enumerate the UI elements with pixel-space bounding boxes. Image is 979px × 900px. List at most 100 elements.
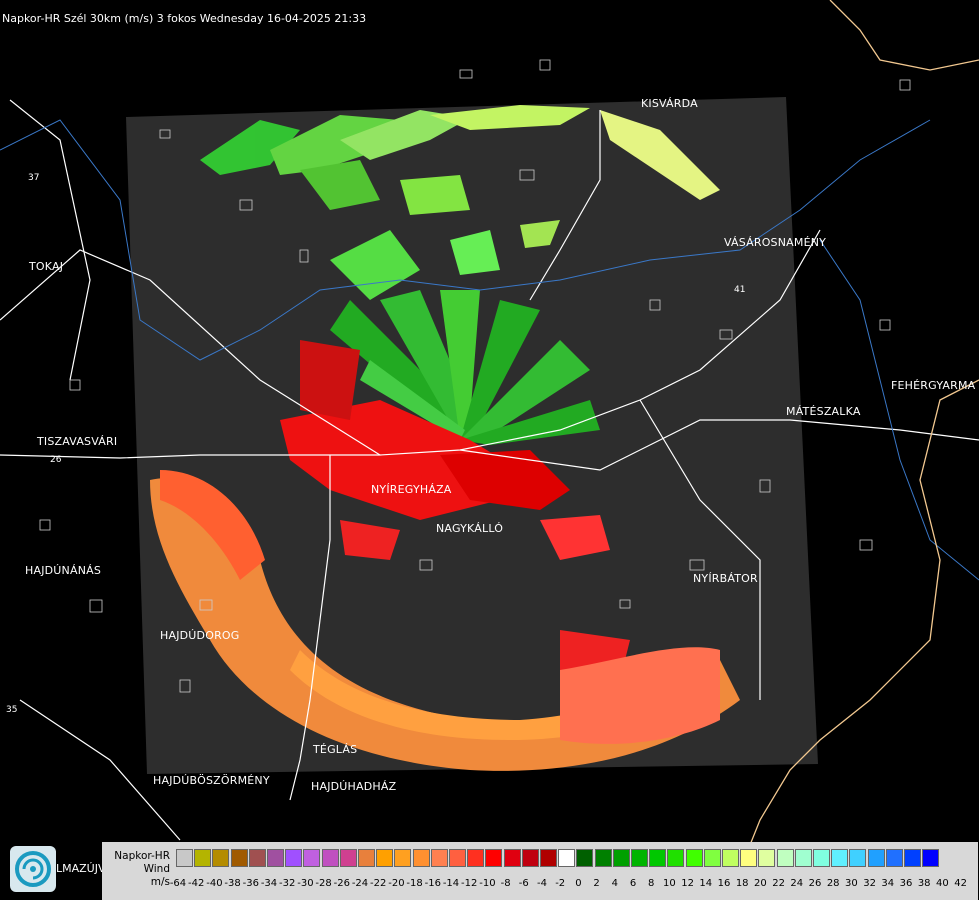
legend-swatch — [922, 849, 940, 867]
legend-tick-label: -24 — [351, 878, 369, 889]
legend-tick-label: -16 — [424, 878, 441, 889]
legend-tick-label: -32 — [279, 878, 296, 889]
settlement-outlines — [39, 59, 911, 693]
legend-swatch — [176, 849, 193, 867]
napkor-logo-icon — [10, 846, 56, 892]
city-label-hajdunanas: HAJDÚNÁNÁS — [25, 564, 102, 577]
legend-swatch — [212, 849, 230, 867]
river-lines — [0, 119, 979, 581]
road-label-37: 37 — [28, 173, 39, 183]
city-label-kisvarda: KISVÁRDA — [641, 97, 698, 110]
legend-swatch — [776, 849, 794, 867]
legend-tick-label: -26 — [333, 878, 350, 889]
legend-swatch — [540, 849, 557, 867]
legend-tick-label: 42 — [954, 878, 967, 889]
legend-tick-label: 38 — [917, 878, 931, 889]
legend-swatch — [321, 849, 339, 867]
legend-tick-label: -28 — [315, 878, 332, 889]
city-label-hajduboszormeny: HAJDÚBÖSZÖRMÉNY — [153, 774, 270, 787]
legend-tick-label: -8 — [500, 878, 511, 889]
legend-tick-label: 18 — [735, 878, 749, 889]
legend-swatch — [358, 849, 375, 867]
legend-tick-label: 14 — [699, 878, 713, 889]
legend-tick-label: 0 — [575, 878, 582, 889]
legend-swatch — [230, 849, 248, 867]
legend-swatch — [285, 849, 303, 867]
echo-south-arc — [150, 470, 740, 771]
legend-swatch — [667, 849, 685, 867]
legend-swatch — [503, 849, 521, 867]
city-label-teglas: TÉGLÁS — [313, 743, 358, 756]
road-label-41: 41 — [734, 285, 745, 295]
legend-swatch — [449, 849, 466, 867]
legend-tick-label: -14 — [442, 878, 460, 889]
legend-tick-label: 2 — [593, 878, 600, 889]
legend-swatch — [685, 849, 703, 867]
road-label-26: 26 — [50, 455, 62, 465]
city-label-tokaj: TOKAJ — [29, 260, 64, 273]
echo-center-green — [330, 230, 600, 445]
legend-swatch — [430, 849, 448, 867]
city-label-nyiregyhaza: NYÍREGYHÁZA — [371, 483, 452, 496]
legend-swatch — [794, 849, 812, 867]
legend-tick-label: 20 — [754, 878, 767, 889]
legend-tick-label: -42 — [188, 878, 205, 889]
legend-tick-label: -38 — [224, 878, 241, 889]
legend-tick-label: 6 — [629, 878, 637, 889]
legend-swatch — [339, 849, 357, 867]
legend-swatch — [558, 849, 576, 867]
legend-tick-label: 28 — [826, 878, 840, 889]
legend-tick-label: 10 — [663, 878, 676, 889]
legend-swatch — [194, 849, 212, 867]
legend-title-line2: Wind — [143, 863, 170, 875]
legend-tick-label: -18 — [406, 878, 423, 889]
legend-swatch — [758, 849, 776, 867]
legend-swatch — [831, 849, 849, 867]
legend-swatch — [867, 849, 885, 867]
city-label-hajduhadhaz: HAJDÚHADHÁZ — [311, 780, 397, 793]
map-title: Napkor-HR Szél 30km (m/s) 3 fokos Wednes… — [2, 12, 367, 25]
echo-north — [200, 105, 720, 248]
legend-tick-label: 26 — [808, 878, 822, 889]
legend-swatch — [849, 849, 867, 867]
legend-tick-label: -2 — [555, 878, 566, 889]
legend-swatch — [303, 849, 321, 867]
legend-tick-label: -20 — [388, 878, 405, 889]
legend-swatch — [248, 849, 266, 867]
legend-tick-label: -64 — [169, 878, 187, 889]
legend-tick-label: 4 — [611, 878, 618, 889]
legend-tick-label: 34 — [881, 878, 895, 889]
city-label-fehergyarmat: FEHÉRGYARMA — [891, 379, 976, 392]
legend-tick-label: 36 — [899, 878, 913, 889]
legend-tick-label: 16 — [717, 878, 731, 889]
city-label-tiszavasvari: TISZAVASVÁRI — [37, 435, 118, 448]
legend-swatch — [631, 849, 648, 867]
country-border — [719, 0, 979, 900]
road-label-35: 35 — [6, 705, 17, 715]
legend-tick-label: -22 — [370, 878, 387, 889]
legend-swatch — [904, 849, 921, 867]
city-label-hajdudorog: HAJDÚDOROG — [160, 629, 240, 642]
legend-tick-label: -10 — [479, 878, 496, 889]
color-legend: Napkor-HR Wind m/s -64 -42 -40 -38 -36 -34 -32… — [102, 842, 978, 900]
legend-swatch — [412, 849, 430, 867]
legend-tick-label: 32 — [863, 878, 876, 889]
legend-tick-label: -34 — [260, 878, 278, 889]
city-label-nyirbator: NYÍRBÁTOR — [693, 572, 758, 585]
legend-tick-label: 12 — [681, 878, 694, 889]
legend-tick-label: 30 — [845, 878, 858, 889]
legend-unit: m/s — [150, 876, 170, 888]
legend-swatch — [467, 849, 485, 867]
legend-tick-label: -4 — [537, 878, 547, 889]
legend-tick-label: -30 — [297, 878, 314, 889]
legend-swatch — [576, 849, 594, 867]
legend-tick-label: -36 — [242, 878, 259, 889]
city-label-nagykallo: NAGYKÁLLÓ — [436, 522, 504, 535]
legend-swatch — [521, 849, 539, 867]
legend-tick-label: -40 — [206, 878, 223, 889]
legend-title: Napkor-HR Wind m/s — [106, 850, 170, 889]
legend-tick-label: 24 — [790, 878, 804, 889]
legend-swatch — [594, 849, 612, 867]
legend-tick-label: -6 — [518, 878, 529, 889]
legend-title-line1: Napkor-HR — [114, 850, 170, 862]
